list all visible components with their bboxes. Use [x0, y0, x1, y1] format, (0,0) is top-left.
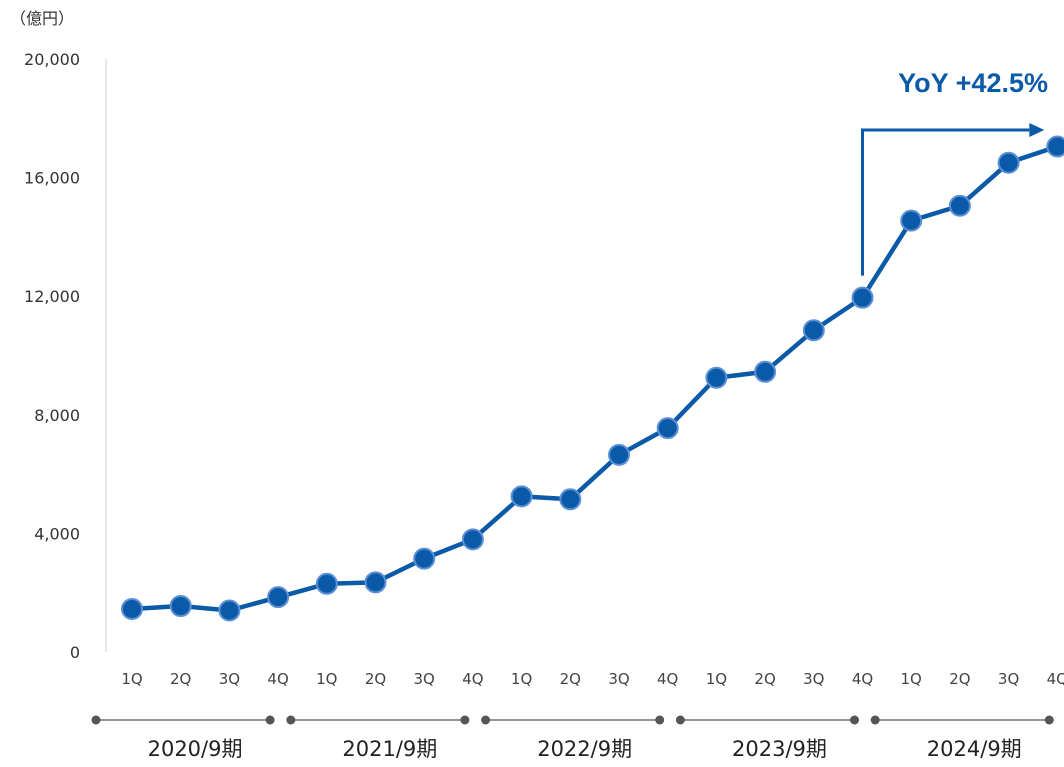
y-tick-label: 16,000 — [24, 169, 80, 188]
y-tick-label: 8,000 — [34, 406, 80, 425]
y-tick-label: 4,000 — [34, 524, 80, 543]
x-tick-label: 2Q — [949, 670, 970, 688]
group-label: 2020/9期 — [148, 737, 243, 761]
group-bracket: 2020/9期 — [91, 715, 275, 761]
data-point — [510, 485, 533, 508]
plot-area — [121, 135, 1064, 622]
data-point — [997, 151, 1020, 174]
group-bracket-dot — [870, 715, 880, 725]
x-tick-label: 3Q — [998, 670, 1019, 688]
group-bracket-dot — [481, 715, 491, 725]
data-point — [1046, 135, 1064, 158]
group-bracket-dot — [91, 715, 101, 725]
x-tick-label: 2Q — [365, 670, 386, 688]
unit-label: （億円） — [10, 9, 74, 28]
data-point — [656, 417, 679, 440]
data-point — [754, 360, 777, 383]
group-bracket-dot — [655, 715, 665, 725]
group-bracket: 2021/9期 — [286, 715, 470, 761]
x-tick-label: 1Q — [316, 670, 337, 688]
group-bracket-dot — [1044, 715, 1054, 725]
data-point — [461, 528, 484, 551]
data-point — [413, 547, 436, 570]
group-bracket-dot — [286, 715, 296, 725]
data-point — [948, 194, 971, 217]
x-tick-label: 4Q — [1047, 670, 1064, 688]
data-point — [802, 319, 825, 342]
x-tick-label: 3Q — [608, 670, 629, 688]
y-tick-label: 0 — [70, 643, 80, 662]
data-point — [169, 595, 192, 618]
x-tick-label: 2Q — [170, 670, 191, 688]
yoy-arrow-line — [861, 128, 1030, 276]
x-tick-label: 1Q — [901, 670, 922, 688]
group-bracket: 2024/9期 — [870, 715, 1054, 761]
yoy-annotation-label: YoY +42.5% — [898, 68, 1048, 98]
x-axis-ticks: 1Q 2Q 3Q 4Q 1Q 2Q 3Q 4Q 1Q 2Q 3Q 4Q 1Q 2Q 3Q 4Q 1Q 2Q 3Q 4Q — [121, 670, 1064, 688]
x-tick-label: 4Q — [462, 670, 483, 688]
group-label: 2024/9期 — [927, 737, 1022, 761]
data-point — [121, 598, 143, 621]
data-point — [218, 599, 241, 622]
group-bracket-dot — [850, 715, 859, 725]
data-point — [705, 366, 728, 389]
x-tick-label: 3Q — [414, 670, 435, 688]
data-point — [900, 209, 923, 232]
y-tick-label: 12,000 — [24, 287, 80, 306]
data-point — [315, 572, 338, 595]
yoy-annotation: YoY +42.5% — [861, 68, 1048, 276]
x-tick-label: 3Q — [219, 670, 240, 688]
x-tick-label: 2Q — [560, 670, 581, 688]
group-bracket: 2022/9期 — [481, 715, 665, 761]
group-label: 2022/9期 — [537, 737, 632, 761]
data-point — [267, 586, 290, 609]
x-tick-label: 1Q — [511, 670, 532, 688]
group-bracket-dot — [675, 715, 685, 725]
data-point — [364, 571, 387, 594]
data-point — [851, 286, 874, 309]
x-tick-label: 1Q — [121, 670, 142, 688]
x-tick-label: 4Q — [657, 670, 678, 688]
group-label: 2023/9期 — [732, 737, 827, 761]
group-bracket-dot — [460, 715, 470, 725]
data-point — [559, 488, 582, 511]
data-point — [608, 443, 630, 466]
x-tick-label: 4Q — [267, 670, 288, 688]
x-tick-label: 2Q — [754, 670, 775, 688]
x-tick-label: 1Q — [706, 670, 727, 688]
x-tick-label: 4Q — [852, 670, 873, 688]
y-tick-label: 20,000 — [24, 50, 80, 69]
yoy-arrow-head — [1029, 123, 1045, 137]
x-tick-label: 3Q — [803, 670, 824, 688]
fiscal-year-groups: 2020/9期 2021/9期 2022/9期 2023/9期 2024/9期 — [91, 715, 1054, 761]
group-bracket-dot — [265, 715, 275, 725]
group-bracket: 2023/9期 — [675, 715, 859, 761]
group-label: 2021/9期 — [342, 737, 437, 761]
y-axis: （億円） 0 4,000 8,000 12,000 16,000 20,000 — [10, 9, 107, 662]
